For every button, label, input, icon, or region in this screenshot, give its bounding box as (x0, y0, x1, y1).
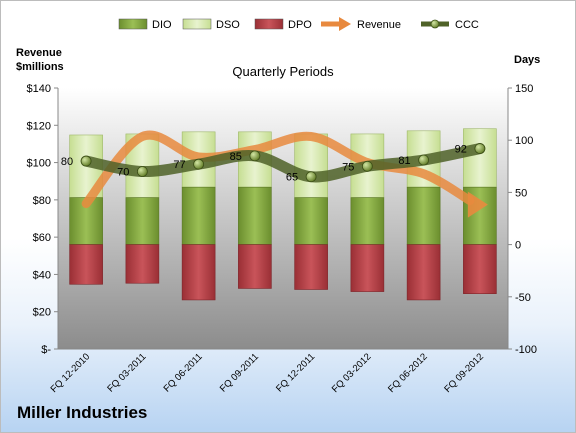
ccc-point (136, 166, 148, 177)
bar-dpo (463, 244, 497, 294)
x-tick-label: FQ 06-2012 (386, 351, 430, 395)
ccc-point (474, 143, 486, 154)
left-axis-tick-label: $- (41, 344, 51, 356)
left-axis-tick-label: $120 (27, 120, 51, 132)
ccc-point (249, 150, 261, 162)
bar-dio (350, 197, 385, 245)
bar-dio (406, 186, 441, 245)
legend-label-dio: DIO (152, 19, 172, 31)
right-axis-tick-label: 0 (515, 240, 521, 252)
right-axis-label: Days (514, 54, 540, 66)
left-axis-tick-label: $80 (33, 195, 51, 207)
bar-dpo (350, 244, 385, 292)
bar-dpo (125, 244, 160, 284)
bar-dso (463, 128, 497, 188)
x-tick-label: FQ 09-2011 (218, 351, 261, 394)
ccc-point (193, 158, 205, 170)
revenue-line (81, 130, 475, 209)
chart-title: Quarterly Periods (232, 64, 334, 79)
ccc-point (80, 155, 92, 167)
bar-dpo (181, 244, 216, 301)
bar-dpo (238, 244, 272, 289)
legend-arrow-revenue (339, 17, 351, 31)
right-axis-tick-label: -50 (515, 292, 531, 304)
bar-dio (294, 197, 328, 245)
bar-dio (181, 186, 216, 245)
legend-swatch-dso (182, 18, 212, 30)
left-axis-tick-label: $140 (27, 83, 51, 95)
ccc-point (418, 154, 430, 166)
ccc-data-label: 75 (342, 161, 354, 173)
ccc-data-label: 70 (117, 167, 129, 179)
plot-area (58, 88, 508, 349)
company-name: Miller Industries (17, 403, 148, 422)
left-axis-tick-label: $20 (33, 307, 51, 319)
x-tick-label: FQ 12-2011 (274, 351, 317, 394)
ccc-data-label: 65 (286, 172, 298, 184)
x-tick-label: FQ 03-2011 (105, 351, 148, 394)
bar-dio (125, 197, 160, 245)
left-axis-tick-label: $100 (27, 158, 51, 170)
left-axis-tick-label: $40 (33, 269, 51, 281)
legend-swatch-dio (118, 18, 148, 30)
legend-label-dso: DSO (216, 19, 240, 31)
left-axis-label: Revenue (16, 47, 62, 59)
bar-dso (294, 133, 328, 198)
right-axis-tick-label: -100 (515, 344, 537, 356)
ccc-data-label: 81 (398, 155, 410, 167)
legend-label-revenue: Revenue (357, 19, 401, 31)
left-axis-label-units: $millions (16, 61, 64, 73)
ccc-point (361, 160, 373, 172)
bar-dpo (69, 244, 103, 285)
legend-label-dpo: DPO (288, 19, 312, 31)
x-tick-label: FQ 12-2010 (49, 351, 93, 395)
legend-marker-ccc (430, 19, 440, 29)
legend-swatch-dpo (254, 18, 284, 30)
right-axis-tick-label: 100 (515, 135, 533, 147)
legend: DIO DSO DPO Revenue CCC (118, 17, 479, 31)
x-tick-label: FQ 09-2012 (442, 351, 486, 395)
right-axis-tick-label: 150 (515, 83, 533, 95)
x-tick-label: FQ 03-2012 (330, 351, 374, 395)
legend-label-ccc: CCC (455, 19, 479, 31)
ccc-data-label: 85 (230, 151, 242, 163)
ccc-point (305, 171, 317, 183)
x-tick-label: FQ 06-2011 (162, 351, 205, 394)
ccc-data-label: 77 (173, 159, 185, 171)
bar-dpo (406, 244, 441, 301)
ccc-data-label: 80 (61, 156, 73, 168)
ccc-data-label: 92 (455, 144, 467, 156)
left-axis-tick-label: $60 (33, 232, 51, 244)
bar-dio (238, 186, 272, 245)
bar-dpo (294, 244, 328, 290)
right-axis-tick-label: 50 (515, 187, 527, 199)
revenue-arrowhead (467, 191, 488, 218)
